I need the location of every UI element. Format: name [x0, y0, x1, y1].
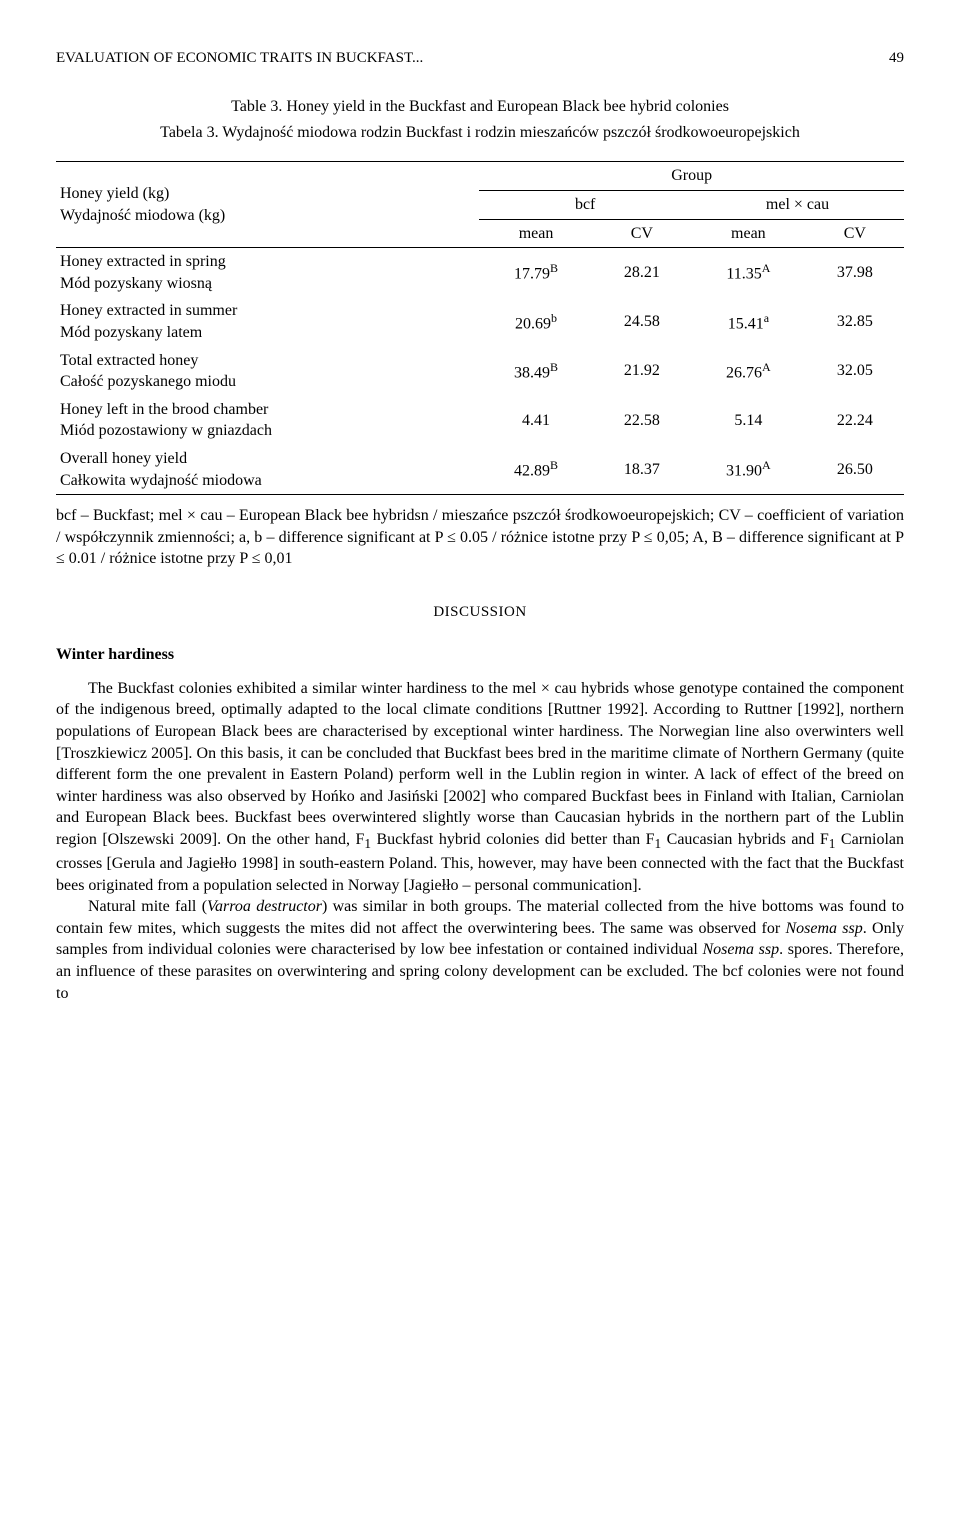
para-1: The Buckfast colonies exhibited a simila…: [56, 678, 904, 897]
row-label-en: Overall honey yield: [60, 448, 471, 470]
table-cell: 22.24: [806, 396, 904, 445]
table-cell: 15.41a: [691, 297, 806, 346]
table-row-label: Total extracted honeyCałość pozyskanego …: [56, 347, 479, 396]
table-cell: 18.37: [593, 445, 691, 495]
table3-col-cv1: CV: [593, 219, 691, 248]
winter-hardiness-heading: Winter hardiness: [56, 644, 904, 666]
table-cell: 24.58: [593, 297, 691, 346]
row-label-en: Honey extracted in spring: [60, 251, 471, 273]
table-cell: 32.05: [806, 347, 904, 396]
row-label-en: Honey left in the brood chamber: [60, 399, 471, 421]
table-cell: 37.98: [806, 248, 904, 298]
table-cell: 4.41: [479, 396, 592, 445]
table3-rowheader-en: Honey yield (kg): [60, 183, 471, 205]
row-label-pl: Mód pozyskany latem: [60, 322, 471, 344]
table-cell: 20.69b: [479, 297, 592, 346]
para-2: Natural mite fall (Varroa destructor) wa…: [56, 896, 904, 1004]
row-label-pl: Całość pozyskanego miodu: [60, 371, 471, 393]
table-row-label: Honey extracted in springMód pozyskany w…: [56, 248, 479, 298]
table-cell: 28.21: [593, 248, 691, 298]
row-label-pl: Całkowita wydajność miodowa: [60, 470, 471, 492]
running-head: EVALUATION OF ECONOMIC TRAITS IN BUCKFAS…: [56, 48, 904, 68]
table-row-label: Honey extracted in summerMód pozyskany l…: [56, 297, 479, 346]
table3-footnote: bcf – Buckfast; mel × cau – European Bla…: [56, 505, 904, 570]
table-cell: 26.50: [806, 445, 904, 495]
row-label-en: Honey extracted in summer: [60, 300, 471, 322]
table-cell: 32.85: [806, 297, 904, 346]
table-cell: 5.14: [691, 396, 806, 445]
table-cell: 17.79B: [479, 248, 592, 298]
row-label-en: Total extracted honey: [60, 350, 471, 372]
table-cell: 22.58: [593, 396, 691, 445]
table-cell: 38.49B: [479, 347, 592, 396]
discussion-heading: DISCUSSION: [56, 602, 904, 622]
table-cell: 31.90A: [691, 445, 806, 495]
table3-rowheader-pl: Wydajność miodowa (kg): [60, 205, 471, 227]
table-cell: 26.76A: [691, 347, 806, 396]
table3: Honey yield (kg) Wydajność miodowa (kg) …: [56, 161, 904, 495]
table3-caption-en: Table 3. Honey yield in the Buckfast and…: [56, 96, 904, 118]
table3-col-cv2: CV: [806, 219, 904, 248]
row-label-pl: Mód pozyskany wiosną: [60, 273, 471, 295]
table3-caption-pl: Tabela 3. Wydajność miodowa rodzin Buckf…: [56, 122, 904, 144]
table-row-label: Honey left in the brood chamberMiód pozo…: [56, 396, 479, 445]
row-label-pl: Miód pozostawiony w gniazdach: [60, 420, 471, 442]
table3-bcf-header: bcf: [479, 191, 691, 220]
table3-col-mean1: mean: [479, 219, 592, 248]
running-title: EVALUATION OF ECONOMIC TRAITS IN BUCKFAS…: [56, 48, 423, 68]
table3-melcau-header: mel × cau: [691, 191, 904, 220]
table-row-label: Overall honey yieldCałkowita wydajność m…: [56, 445, 479, 495]
table-cell: 11.35A: [691, 248, 806, 298]
table-cell: 21.92: [593, 347, 691, 396]
table-cell: 42.89B: [479, 445, 592, 495]
table3-col-mean2: mean: [691, 219, 806, 248]
page-number: 49: [889, 48, 904, 68]
table3-group-header: Group: [479, 162, 904, 191]
